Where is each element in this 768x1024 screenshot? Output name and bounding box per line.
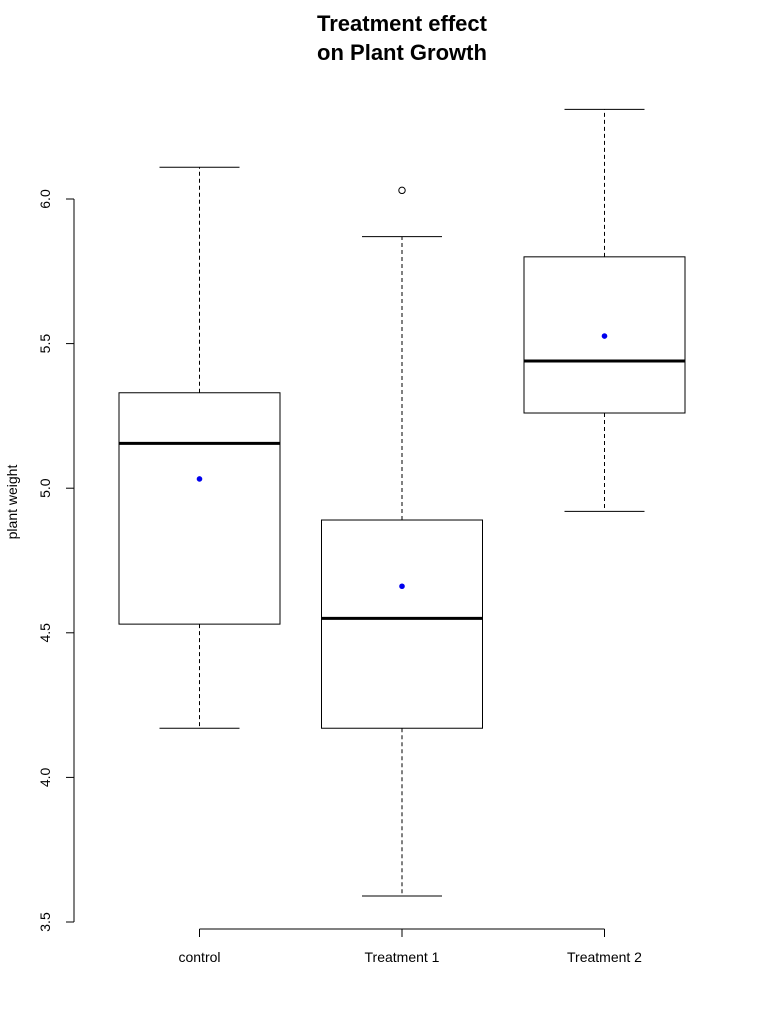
x-tick-label: Treatment 1 <box>365 949 440 965</box>
x-axis: control Treatment 1 Treatment 2 <box>178 928 642 965</box>
y-tick-label: 6.0 <box>37 189 53 209</box>
iqr-box <box>118 392 281 625</box>
box-group <box>523 108 686 512</box>
chart-title-line1: Treatment effect <box>317 11 488 36</box>
box-group <box>321 186 483 897</box>
x-tick-label: control <box>178 949 220 965</box>
x-tick-label: Treatment 2 <box>567 949 642 965</box>
y-tick-label: 5.5 <box>37 334 53 354</box>
y-tick-label: 3.5 <box>37 912 53 932</box>
outlier-point <box>398 186 406 195</box>
box-group <box>118 166 281 729</box>
mean-point <box>196 476 203 482</box>
y-tick-label: 4.5 <box>37 623 53 643</box>
mean-point <box>399 583 405 590</box>
y-tick-label: 5.0 <box>37 478 53 498</box>
y-tick-label: 4.0 <box>37 767 53 787</box>
y-axis-label: plant weight <box>4 465 20 540</box>
mean-point <box>601 333 608 339</box>
y-axis: 3.5 4.0 4.5 5.0 5.5 6.0 <box>37 189 75 932</box>
chart-title-line2: on Plant Growth <box>317 40 487 65</box>
iqr-box <box>321 519 483 729</box>
boxes-group <box>118 108 686 897</box>
